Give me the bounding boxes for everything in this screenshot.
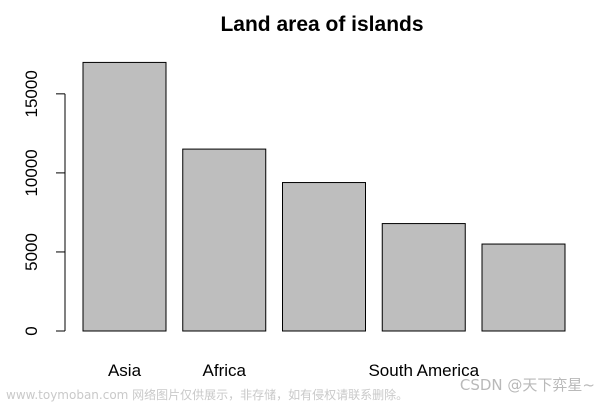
y-tick-label: 5000: [22, 233, 41, 271]
y-tick-label: 0: [22, 326, 41, 335]
chart-title: Land area of islands: [220, 13, 423, 36]
bar: [381, 223, 466, 332]
watermark-left: www.toymoban.com 网络图片仅供展示，非存储，如有侵权请联系删除。: [6, 387, 408, 402]
bar: [282, 182, 366, 332]
y-tick-label: 10000: [22, 149, 41, 196]
y-axis: 0 5000 10000 15000: [22, 70, 66, 336]
bar: [481, 243, 566, 332]
watermark-right: CSDN @天下弈星~: [460, 376, 595, 394]
category-labels: Asia Africa South America: [108, 361, 480, 380]
y-tick-label: 15000: [22, 70, 41, 117]
bar: [82, 61, 167, 332]
x-tick-label: Asia: [108, 361, 142, 380]
x-tick-label: South America: [368, 361, 479, 380]
bars: [82, 61, 566, 332]
x-tick-label: Africa: [203, 361, 247, 380]
bar: [182, 148, 267, 332]
